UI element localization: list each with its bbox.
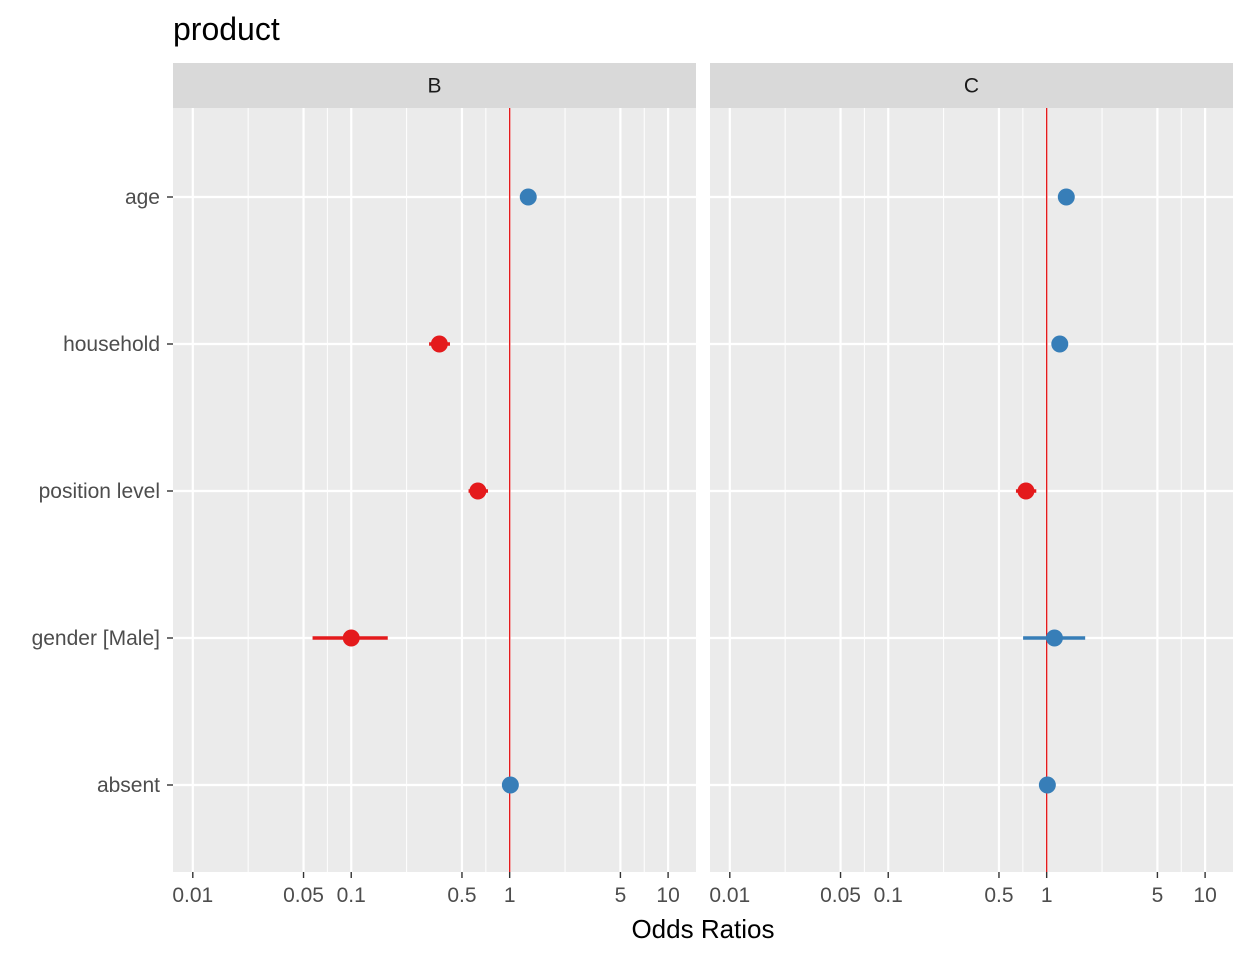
odds-ratio-point — [501, 776, 519, 794]
panels: B 0.01 0.05 0.1 0.5 1 5 10 C 0.01 0.05 0.1 0.5 1 5 10 — [172, 63, 1233, 907]
y-tick-label: absent — [97, 774, 160, 797]
odds-ratio-point — [1057, 188, 1075, 206]
odds-ratio-point — [430, 335, 448, 353]
y-tick-label: household — [63, 333, 160, 356]
odds-ratio-point — [519, 188, 537, 206]
x-tick-label: 0.05 — [283, 884, 324, 907]
x-tick-label: 0.01 — [709, 884, 750, 907]
x-tick-label: 1 — [1041, 884, 1053, 907]
x-tick-label: 10 — [1193, 884, 1216, 907]
x-tick-label: 0.5 — [447, 884, 476, 907]
facet-strip — [173, 63, 696, 108]
estimate-c-gender-male — [1023, 629, 1086, 647]
panel-c: C 0.01 0.05 0.1 0.5 1 5 10 — [709, 63, 1233, 907]
estimate-c-absent — [1038, 776, 1056, 794]
odds-ratio-point — [1045, 629, 1063, 647]
odds-ratio-point — [342, 629, 360, 647]
odds-ratio-point — [1051, 335, 1069, 353]
estimate-c-household — [1051, 335, 1069, 353]
x-tick-label: 5 — [1152, 884, 1164, 907]
y-tick-label: age — [125, 186, 160, 209]
x-tick-label: 10 — [656, 884, 679, 907]
estimate-b-household — [429, 335, 450, 353]
odds-ratio-point — [469, 482, 487, 500]
facet-strip — [710, 63, 1233, 108]
y-axis: age household position level gender [Male] a… — [32, 186, 173, 797]
x-tick-label: 1 — [504, 884, 516, 907]
estimate-b-age — [519, 188, 537, 206]
facet-label: C — [964, 75, 979, 98]
x-tick-label: 5 — [615, 884, 627, 907]
estimate-b-gender-male — [312, 629, 388, 647]
estimate-c-position-level — [1015, 482, 1037, 500]
estimate-b-absent — [501, 776, 519, 794]
x-tick-label: 0.5 — [984, 884, 1013, 907]
y-tick-label: gender [Male] — [32, 627, 160, 650]
estimate-c-age — [1057, 188, 1075, 206]
odds-ratio-point — [1038, 776, 1056, 794]
odds-ratio-point — [1017, 482, 1035, 500]
x-axis-label: Odds Ratios — [631, 914, 774, 944]
estimate-b-position-level — [468, 482, 489, 500]
y-tick-label: position level — [39, 480, 160, 503]
panel-b: B 0.01 0.05 0.1 0.5 1 5 10 — [172, 63, 696, 907]
x-tick-label: 0.01 — [172, 884, 213, 907]
x-tick-label: 0.05 — [820, 884, 861, 907]
facet-label: B — [427, 75, 441, 98]
x-tick-label: 0.1 — [874, 884, 903, 907]
x-tick-label: 0.1 — [337, 884, 366, 907]
chart-title: product — [173, 11, 280, 47]
